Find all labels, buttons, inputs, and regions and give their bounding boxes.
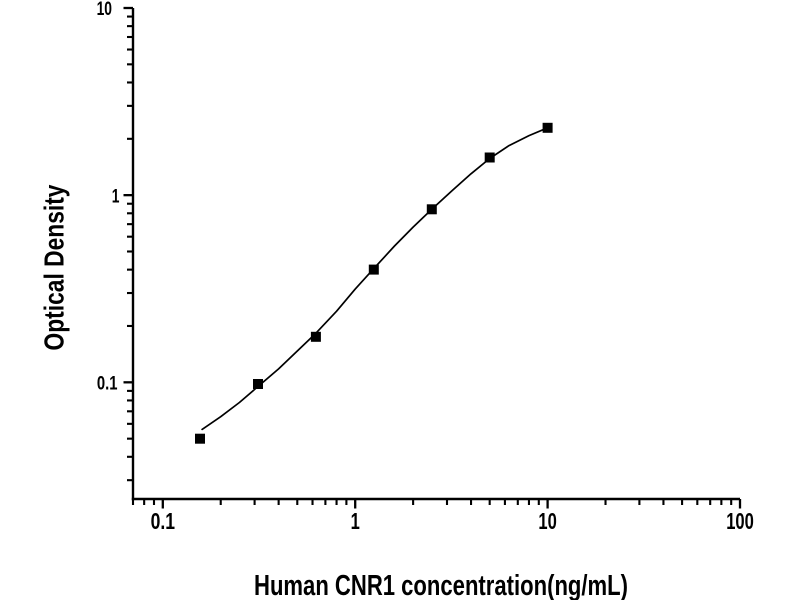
data-point-marker: [195, 433, 205, 444]
x-tick-label: 100: [726, 508, 754, 534]
data-point-marker: [253, 379, 263, 389]
y-axis-ticks: [123, 6, 133, 482]
x-tick-label: 1: [351, 508, 360, 534]
y-axis-title: Optical Density: [39, 184, 70, 350]
data-point-marker: [310, 331, 321, 342]
data-point-marker: [368, 264, 379, 275]
x-axis-title: Human CNR1 concentration(ng/mL): [254, 570, 628, 600]
y-axis-tick-labels: 0.1 1 10: [97, 0, 120, 395]
x-axis-ticks: [131, 499, 742, 509]
y-tick-label: 1: [112, 186, 120, 207]
data-point-marker: [426, 204, 437, 215]
axes: [131, 8, 740, 501]
data-point-marker: [484, 152, 495, 163]
data-point-marker: [542, 122, 553, 133]
x-axis-tick-labels: 0.1 1 10 100: [151, 508, 754, 534]
x-tick-label: 10: [538, 508, 556, 534]
data-point-markers: [195, 122, 553, 444]
x-tick-label: 0.1: [151, 508, 176, 534]
y-tick-label: 10: [97, 0, 112, 20]
y-tick-label: 0.1: [97, 374, 118, 395]
